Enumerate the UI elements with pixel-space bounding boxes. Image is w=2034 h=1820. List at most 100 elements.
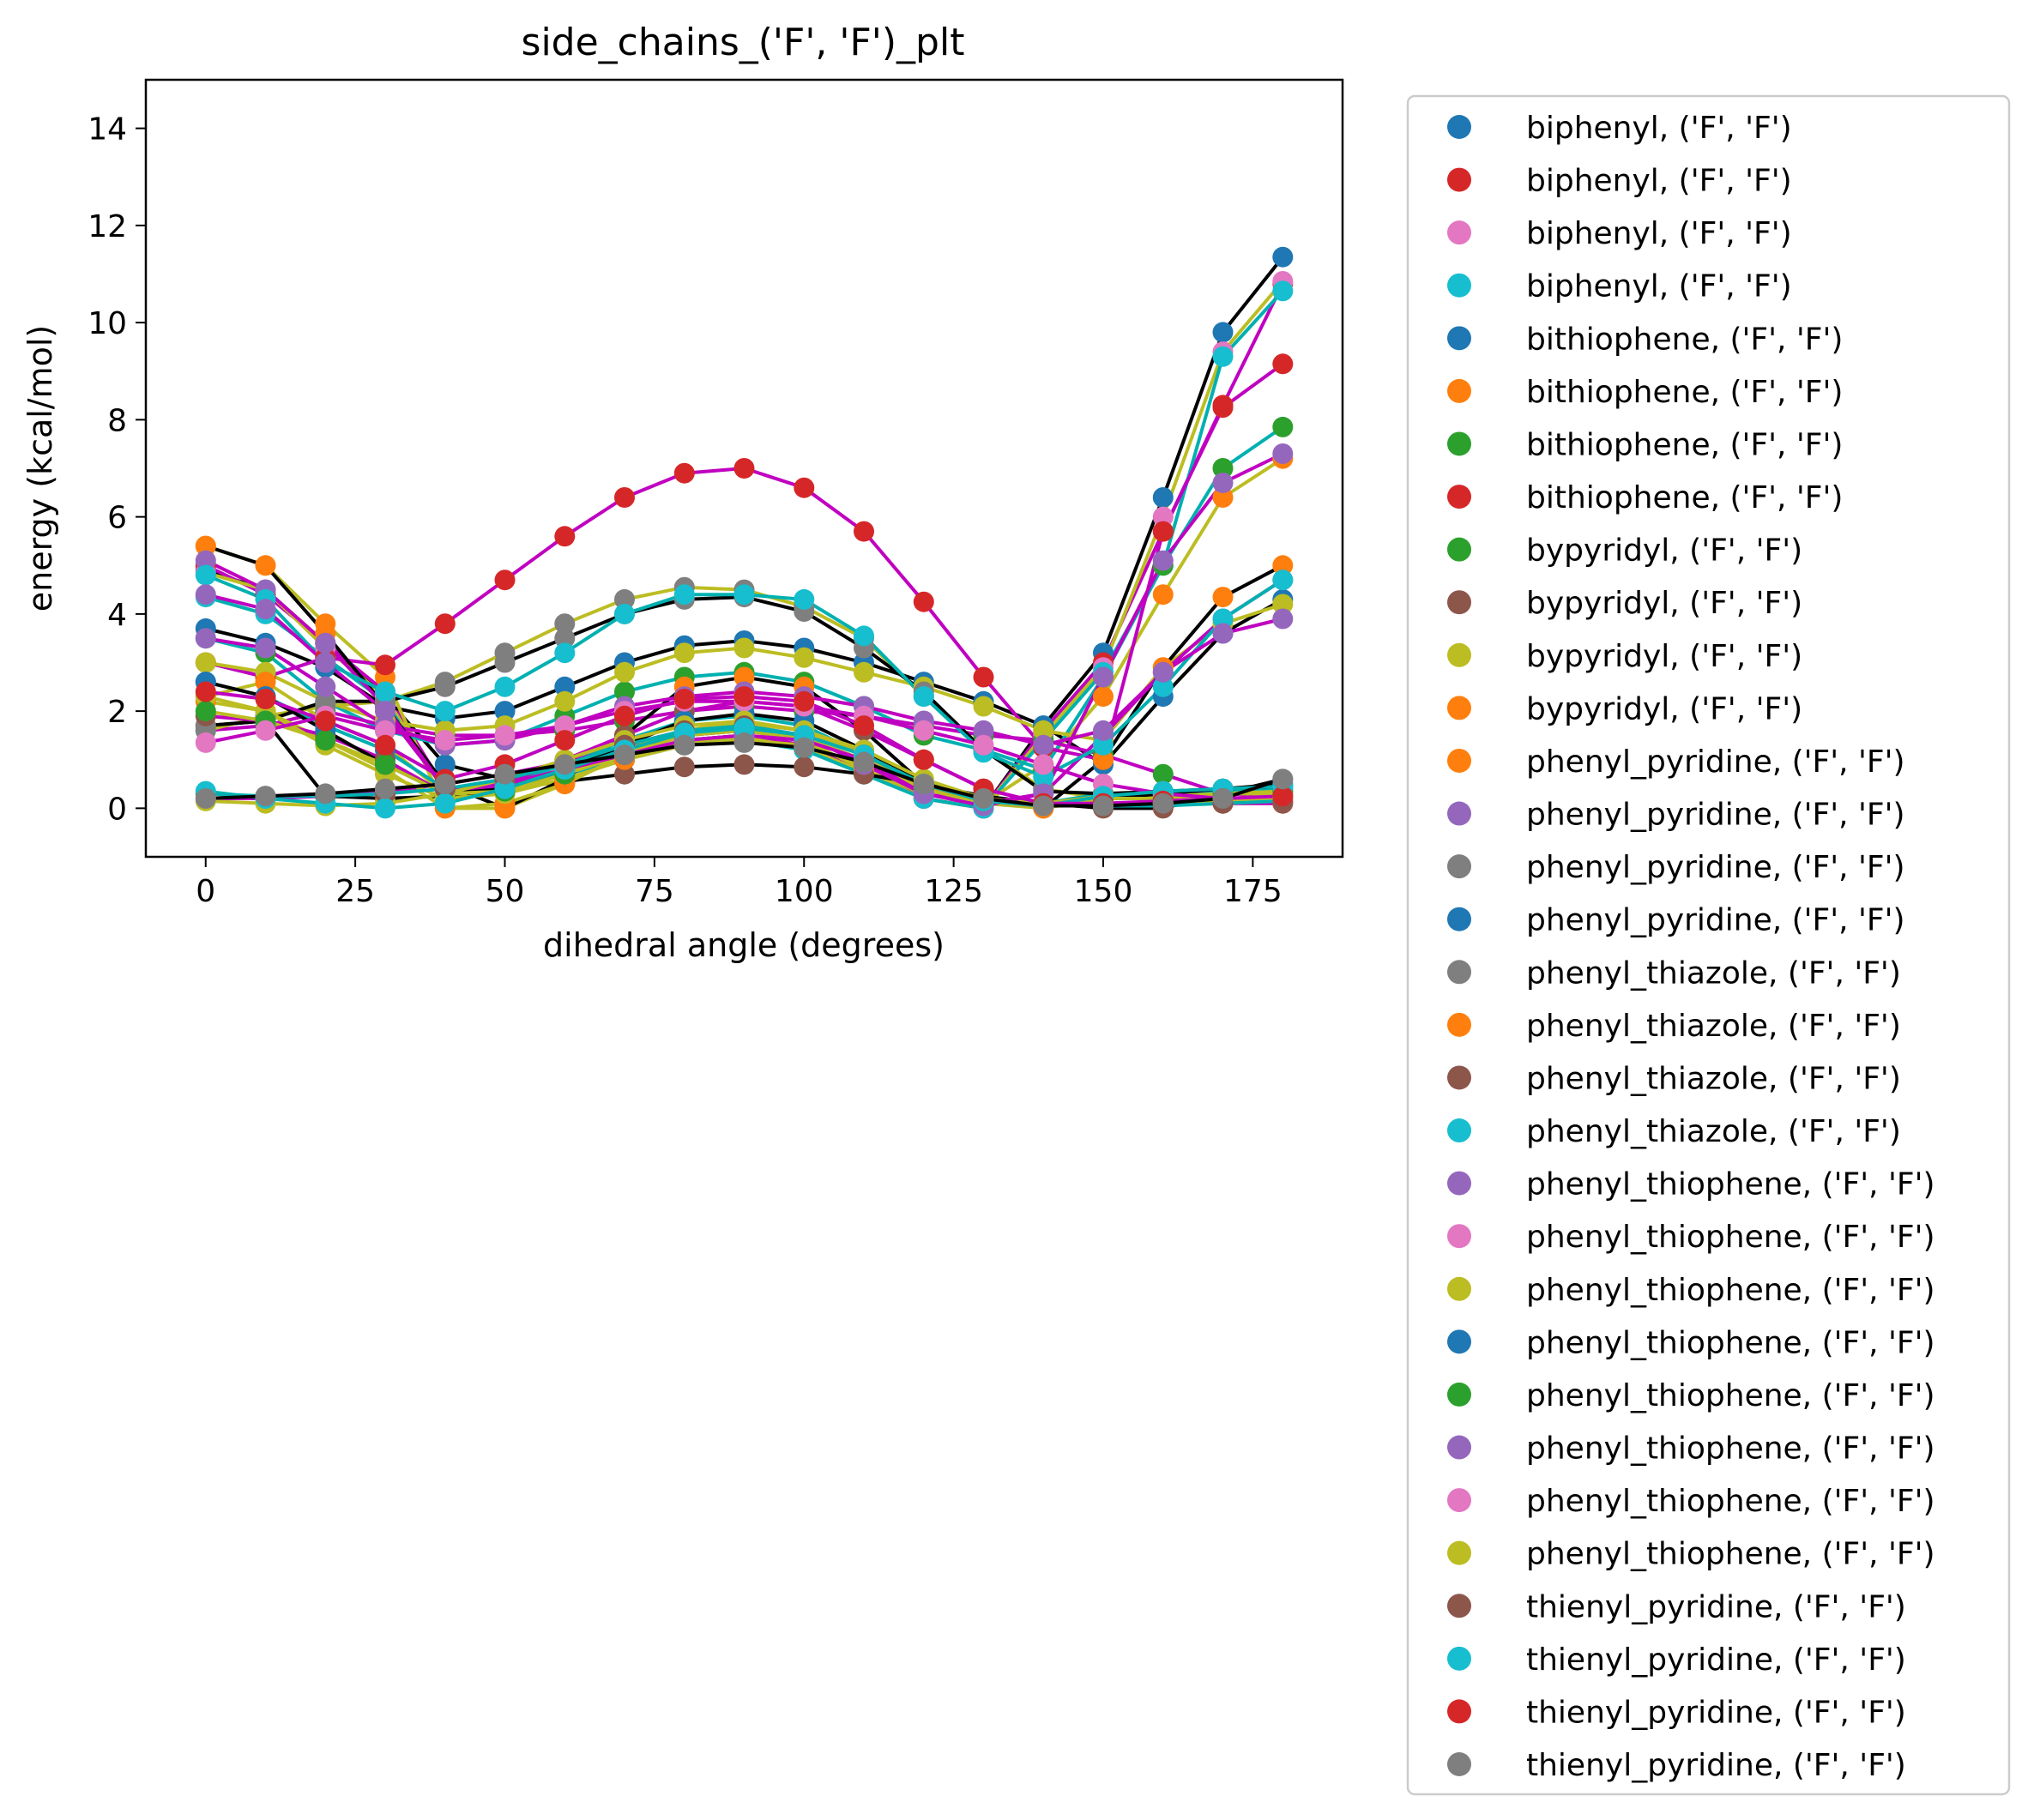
legend-marker-3 <box>1447 273 1471 298</box>
data-point-10-9 <box>733 637 755 659</box>
data-point-19-10 <box>794 588 815 610</box>
data-point-26-14 <box>1033 754 1054 775</box>
data-point-10-6 <box>554 690 576 712</box>
legend-marker-13 <box>1447 801 1471 826</box>
data-point-19-12 <box>913 686 934 708</box>
legend-marker-16 <box>1447 960 1471 985</box>
legend-marker-31 <box>1447 1752 1471 1776</box>
legend-label-22: phenyl_thiophene, ('F', 'F') <box>1526 1273 1935 1308</box>
legend-marker-6 <box>1447 431 1471 456</box>
data-point-7-11 <box>854 521 874 542</box>
data-point-25-18 <box>1272 443 1294 464</box>
data-point-0-16 <box>1152 487 1174 508</box>
data-point-20-17 <box>1212 623 1234 644</box>
x-tick-label: 150 <box>1074 874 1133 909</box>
data-point-19-15 <box>1093 734 1114 756</box>
data-point-30-11 <box>854 715 874 737</box>
data-point-25-1 <box>255 599 276 620</box>
legend-label-17: phenyl_thiazole, ('F', 'F') <box>1526 1009 1901 1044</box>
data-point-31-4 <box>434 774 456 795</box>
data-point-31-16 <box>1152 792 1174 814</box>
legend-marker-18 <box>1447 1065 1471 1090</box>
x-tick-label: 25 <box>335 874 375 909</box>
legend-marker-17 <box>1447 1012 1471 1037</box>
data-point-31-11 <box>854 751 874 773</box>
legend-marker-8 <box>1447 537 1471 562</box>
data-point-9-10 <box>794 756 815 778</box>
data-point-31-10 <box>794 737 815 758</box>
data-point-26-4 <box>434 730 456 751</box>
data-point-16-6 <box>554 628 576 649</box>
legend-marker-29 <box>1447 1646 1471 1671</box>
data-point-31-15 <box>1093 795 1114 817</box>
data-point-26-12 <box>913 720 934 741</box>
data-point-31-2 <box>315 783 336 805</box>
data-point-25-3 <box>375 701 395 722</box>
data-point-14-7 <box>614 588 635 610</box>
data-point-6-18 <box>1272 416 1294 437</box>
legend-label-16: phenyl_thiazole, ('F', 'F') <box>1526 955 1901 991</box>
legend-label-24: phenyl_thiophene, ('F', 'F') <box>1526 1378 1935 1413</box>
data-point-7-16 <box>1152 521 1174 542</box>
data-point-13-2 <box>315 632 336 654</box>
data-point-0-4 <box>434 754 456 775</box>
data-point-29-3 <box>375 798 395 819</box>
data-point-24-3 <box>375 754 395 775</box>
data-point-20-13 <box>973 720 994 741</box>
data-point-31-6 <box>554 754 576 775</box>
data-point-7-7 <box>614 487 635 508</box>
data-point-29-4 <box>434 792 456 814</box>
legend-label-27: phenyl_thiophene, ('F', 'F') <box>1526 1537 1935 1572</box>
data-point-8-16 <box>1152 763 1174 785</box>
legend-marker-1 <box>1447 167 1471 192</box>
data-point-6-7 <box>614 681 635 702</box>
legend-marker-24 <box>1447 1382 1471 1407</box>
legend-label-9: bypyridyl, ('F', 'F') <box>1526 586 1802 621</box>
data-point-7-17 <box>1212 397 1234 419</box>
data-point-19-5 <box>494 676 516 697</box>
data-point-30-6 <box>554 730 576 751</box>
data-point-10-10 <box>794 647 815 668</box>
legend-label-13: phenyl_pyridine, ('F', 'F') <box>1526 798 1905 833</box>
legend-label-0: biphenyl, ('F', 'F') <box>1526 111 1792 146</box>
plot-frame <box>144 78 1344 859</box>
data-point-10-7 <box>614 661 635 683</box>
data-point-6-17 <box>1212 458 1234 479</box>
data-point-20-16 <box>1152 661 1174 683</box>
data-point-31-17 <box>1212 788 1234 809</box>
legend-marker-5 <box>1447 378 1471 403</box>
legend-label-18: phenyl_thiazole, ('F', 'F') <box>1526 1061 1901 1096</box>
plot-area <box>144 78 1344 859</box>
data-point-30-7 <box>614 705 635 726</box>
data-point-25-17 <box>1212 473 1234 493</box>
x-tick-label: 100 <box>775 874 834 909</box>
data-point-31-14 <box>1033 795 1054 817</box>
legend-label-20: phenyl_thiophene, ('F', 'F') <box>1526 1167 1935 1202</box>
data-point-24-2 <box>315 730 336 751</box>
data-point-31-8 <box>673 734 695 756</box>
data-point-19-4 <box>434 701 456 722</box>
legend: biphenyl, ('F', 'F') biphenyl, ('F', 'F')… <box>1406 94 2011 1796</box>
legend-marker-10 <box>1447 642 1471 667</box>
data-point-7-9 <box>733 458 755 479</box>
data-point-29-9 <box>733 717 755 738</box>
legend-label-5: bithiophene, ('F', 'F') <box>1526 375 1843 410</box>
y-tick-label: 6 <box>107 501 127 536</box>
data-point-7-4 <box>434 613 456 635</box>
data-point-19-3 <box>375 681 395 702</box>
data-point-12-17 <box>1212 587 1234 608</box>
data-point-30-18 <box>1272 786 1294 807</box>
data-point-30-9 <box>733 686 755 708</box>
legend-items: biphenyl, ('F', 'F') biphenyl, ('F', 'F')… <box>1447 111 1935 1783</box>
y-tick-label: 8 <box>107 403 127 438</box>
legend-label-21: phenyl_thiophene, ('F', 'F') <box>1526 1220 1935 1255</box>
y-tick-label: 14 <box>88 112 127 148</box>
data-point-20-0 <box>195 628 216 649</box>
y-tick-label: 0 <box>107 792 127 827</box>
data-point-26-0 <box>195 732 216 753</box>
data-point-4-5 <box>494 701 516 722</box>
legend-marker-9 <box>1447 590 1471 615</box>
legend-label-19: phenyl_thiazole, ('F', 'F') <box>1526 1114 1901 1149</box>
data-point-10-14 <box>1033 720 1054 741</box>
data-point-10-8 <box>673 642 695 664</box>
